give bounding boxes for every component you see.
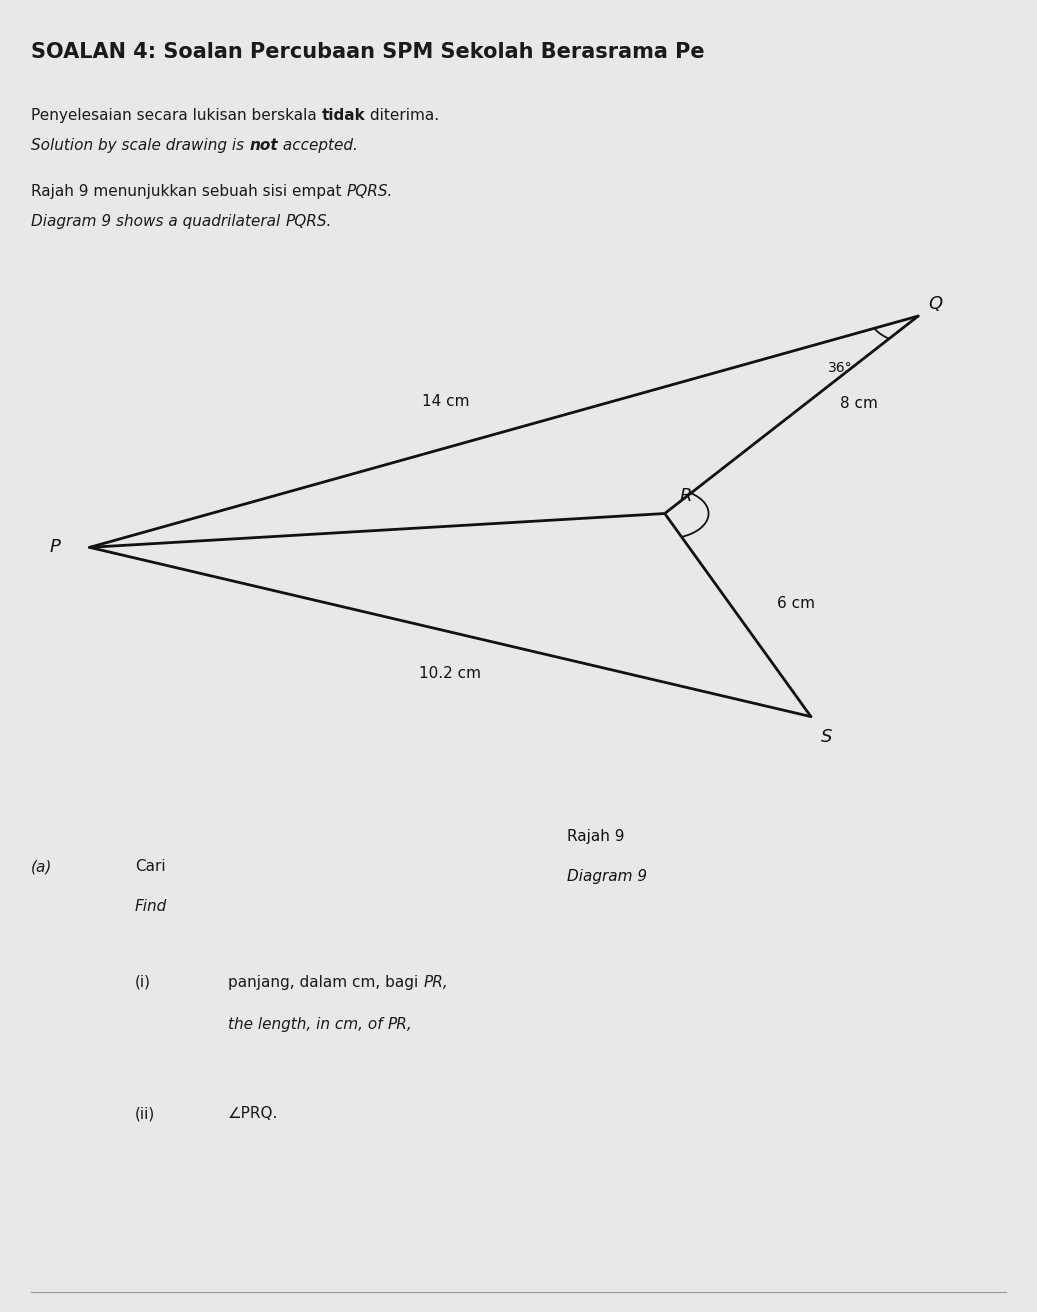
Text: Q: Q xyxy=(928,295,942,314)
Text: ∠PRQ.: ∠PRQ. xyxy=(228,1106,279,1120)
Text: Diagram 9: Diagram 9 xyxy=(567,869,647,884)
Text: SOALAN 4: Soalan Percubaan SPM Sekolah Berasrama Pe: SOALAN 4: Soalan Percubaan SPM Sekolah B… xyxy=(31,42,705,62)
Text: 10.2 cm: 10.2 cm xyxy=(419,666,481,681)
Text: 14 cm: 14 cm xyxy=(422,394,469,409)
Text: Diagram 9 shows a quadrilateral: Diagram 9 shows a quadrilateral xyxy=(31,214,285,228)
Text: Rajah 9: Rajah 9 xyxy=(567,829,624,845)
Text: 6 cm: 6 cm xyxy=(777,596,815,611)
Text: PQRS.: PQRS. xyxy=(346,184,393,198)
Text: not: not xyxy=(249,138,278,152)
Text: Solution by scale drawing is: Solution by scale drawing is xyxy=(31,138,249,152)
Text: PQRS.: PQRS. xyxy=(285,214,332,228)
Text: Rajah 9 menunjukkan sebuah sisi empat: Rajah 9 menunjukkan sebuah sisi empat xyxy=(31,184,346,198)
Text: 8 cm: 8 cm xyxy=(840,396,878,411)
Text: accepted.: accepted. xyxy=(278,138,358,152)
Text: tidak: tidak xyxy=(321,108,365,122)
Text: (a): (a) xyxy=(31,859,53,874)
Text: P: P xyxy=(50,538,60,556)
Text: S: S xyxy=(820,728,832,747)
Text: (ii): (ii) xyxy=(135,1106,156,1120)
Text: 36°: 36° xyxy=(828,361,852,375)
Text: PR,: PR, xyxy=(388,1017,413,1031)
Text: Find: Find xyxy=(135,899,167,913)
Text: panjang, dalam cm, bagi: panjang, dalam cm, bagi xyxy=(228,975,423,989)
Text: Cari: Cari xyxy=(135,859,166,874)
Text: Penyelesaian secara lukisan berskala: Penyelesaian secara lukisan berskala xyxy=(31,108,321,122)
Text: (i): (i) xyxy=(135,975,150,989)
Text: PR,: PR, xyxy=(423,975,448,989)
Text: the length, in cm, of: the length, in cm, of xyxy=(228,1017,388,1031)
Text: diterima.: diterima. xyxy=(365,108,440,122)
Text: R: R xyxy=(679,487,692,505)
